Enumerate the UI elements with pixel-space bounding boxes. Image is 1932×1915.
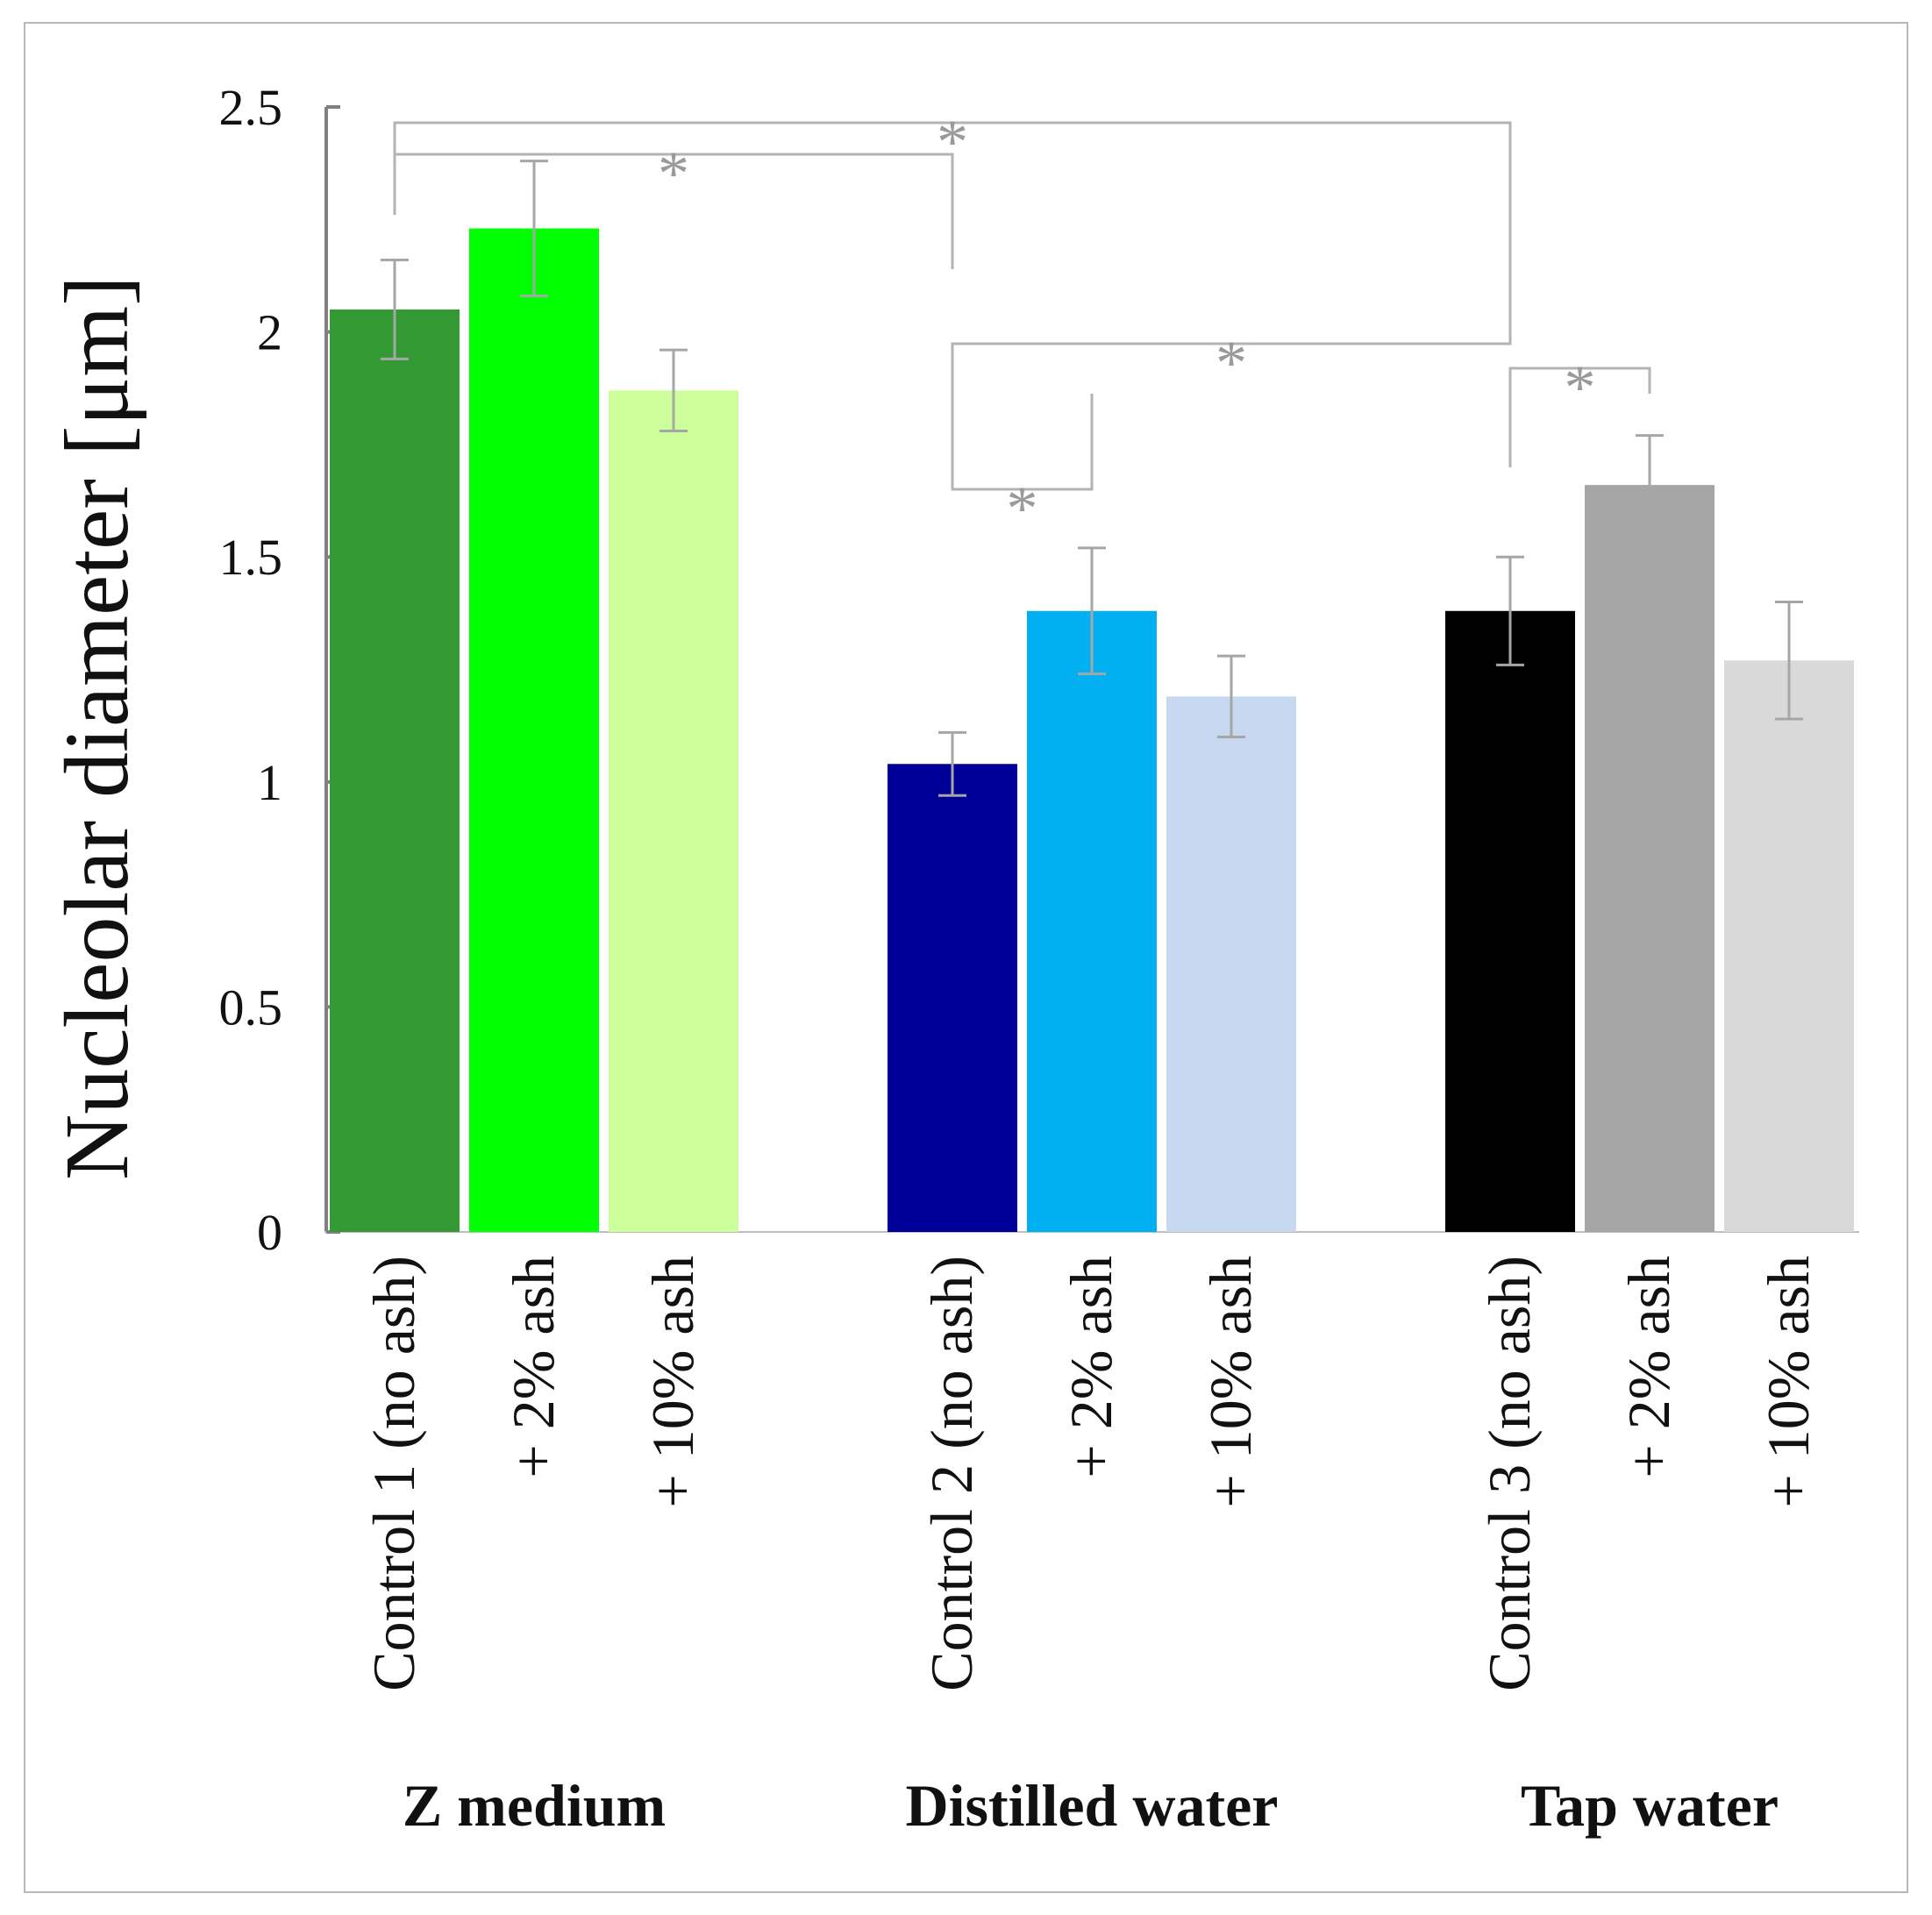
y-tick-label: 0.5: [219, 979, 283, 1036]
bars: [330, 160, 1854, 1233]
significance-star: *: [658, 139, 689, 209]
category-label: Control 1 (no ash): [360, 1256, 427, 1691]
category-label: + 10% ash: [1197, 1256, 1264, 1508]
bar: [1724, 660, 1854, 1232]
significance-brackets: *** **: [393, 107, 1651, 544]
significance-bracket: [951, 394, 1094, 491]
category-label: Control 2 (no ash): [918, 1256, 985, 1691]
y-tick-label: 1.5: [219, 529, 283, 586]
bar: [609, 390, 738, 1232]
bar: [1445, 610, 1575, 1232]
bar: [330, 309, 460, 1233]
bar: [888, 764, 1017, 1232]
category-label: + 2% ash: [1615, 1256, 1682, 1478]
significance-bracket: [1508, 367, 1651, 467]
y-axis-label: Nucleolar diameter [μm]: [46, 275, 147, 1180]
group-label: Tap water: [1521, 1772, 1779, 1839]
category-label: + 2% ash: [500, 1256, 567, 1478]
y-tick-label: 2.5: [219, 79, 283, 136]
group-label: Z medium: [403, 1772, 666, 1839]
y-tick-label: 0: [257, 1204, 282, 1261]
y-tick-label: 1: [257, 754, 282, 811]
bar: [1585, 485, 1715, 1232]
significance-star: *: [1007, 473, 1038, 544]
significance-bracket: [951, 304, 1512, 467]
category-label: + 10% ash: [639, 1256, 706, 1508]
bar: [1027, 610, 1157, 1232]
significance-bracket: [393, 153, 954, 269]
bar: [1166, 696, 1296, 1232]
significance-star: *: [1565, 352, 1596, 423]
significance-star: *: [1216, 328, 1247, 398]
category-label: Control 3 (no ash): [1476, 1256, 1543, 1691]
category-label: + 2% ash: [1058, 1256, 1124, 1478]
bar: [469, 228, 599, 1233]
group-label: Distilled water: [906, 1772, 1279, 1839]
y-tick-label: 2: [257, 304, 282, 361]
category-label: + 10% ash: [1755, 1256, 1821, 1508]
category-labels: Control 1 (no ash) + 2% ash + 10% ash Z med…: [360, 1256, 1821, 1839]
